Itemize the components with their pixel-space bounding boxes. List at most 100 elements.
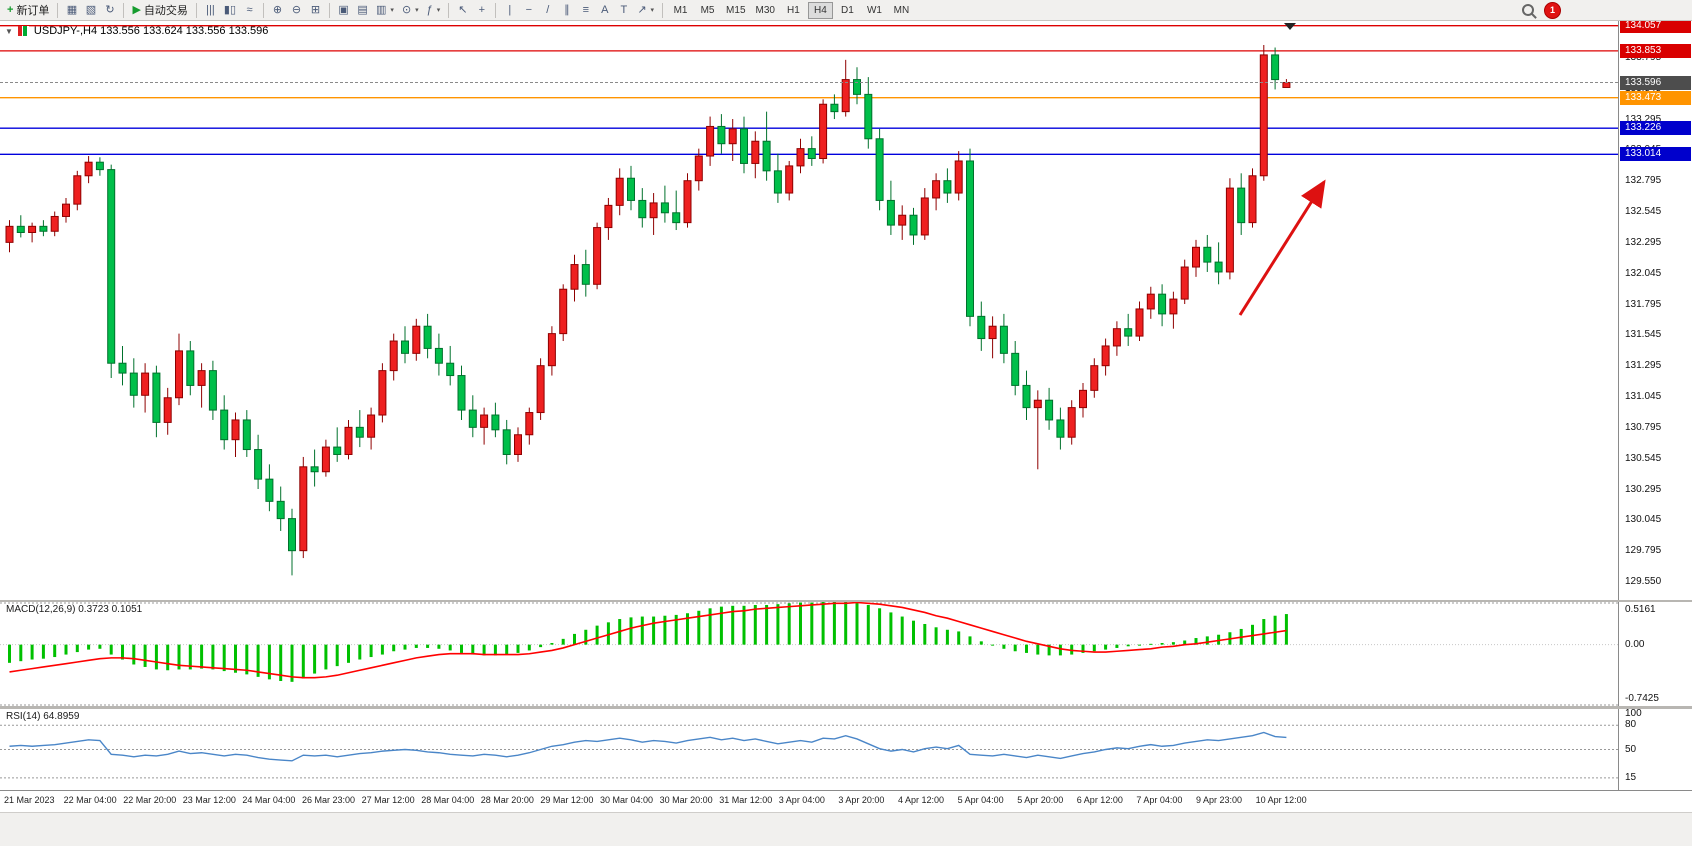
auto-trading-icon: ▶ — [132, 3, 141, 16]
timeframe-h4-button[interactable]: H4 — [807, 1, 833, 19]
horizontal-line-icon: − — [525, 3, 533, 16]
panel-separator[interactable] — [0, 600, 1692, 602]
time-label: 22 Mar 20:00 — [123, 795, 177, 805]
price-label: 132.295 — [1625, 236, 1662, 248]
toolbar-separator — [195, 2, 197, 18]
new-order-icon: + — [7, 3, 14, 16]
chart-title-text: USDJPY-,H4 133.556 133.624 133.556 133.5… — [33, 25, 269, 37]
price-label: 131.045 — [1625, 391, 1662, 403]
horizontal-line-button[interactable]: − — [519, 1, 538, 19]
line-chart-button[interactable]: ≈ — [240, 1, 259, 19]
price-badge-133.853: 133.853 — [1620, 43, 1691, 58]
time-label: 31 Mar 12:00 — [719, 795, 773, 805]
chart-icon — [17, 26, 29, 36]
candlestick-chart-icon: ▮▯ — [223, 3, 237, 16]
toolbar-separator — [448, 2, 450, 18]
chart-menu-icon[interactable]: ▼ — [5, 26, 13, 36]
time-label: 5 Apr 20:00 — [1017, 795, 1064, 805]
toolbar-buttons: + 新订单 ▦ ▧ ↻ ▶ 自动交易 ||| ▮▯ ≈ ⊕ ⊖ ⊞ ▣ ▤ ▥ ▾ ⊙ ▾ ƒ ▾ ↖ + | − / ∥ ≡ A T ↗ ▾ — [3, 1, 658, 19]
new-order-button[interactable]: + 新订单 — [3, 1, 53, 19]
price-badge-133.473: 133.473 — [1620, 90, 1691, 105]
window-bottom — [0, 812, 1692, 846]
channel-button[interactable]: ∥ — [557, 1, 576, 19]
time-label: 9 Apr 23:00 — [1196, 795, 1243, 805]
trendline-button[interactable]: / — [538, 1, 557, 19]
time-label: 3 Apr 04:00 — [778, 795, 825, 805]
time-label: 28 Mar 20:00 — [480, 795, 534, 805]
zoom-out-button[interactable]: ⊖ — [287, 1, 306, 19]
time-label: 29 Mar 12:00 — [540, 795, 594, 805]
shift-marker[interactable] — [1284, 23, 1296, 30]
toolbar-separator — [662, 2, 664, 18]
time-label: 30 Mar 04:00 — [600, 795, 654, 805]
trend-arrow[interactable] — [1238, 179, 1326, 316]
notification-badge[interactable]: 1 — [1544, 1, 1561, 19]
new-chart-button[interactable]: ▥ ▾ — [372, 1, 398, 19]
timeframe-w1-button[interactable]: W1 — [862, 2, 887, 19]
vertical-line-button[interactable]: | — [500, 1, 519, 19]
toolbar-separator — [263, 2, 265, 18]
panel-separator — [0, 790, 1692, 791]
timeframe-m15-button[interactable]: M15 — [722, 2, 749, 19]
fibonacci-button[interactable]: ≡ — [576, 1, 595, 19]
zoom-in-icon: ⊕ — [272, 3, 283, 16]
new-chart-icon: ▥ — [376, 3, 387, 16]
macd-panel[interactable]: MACD(12,26,9) 0.3723 0.1051 — [0, 602, 1618, 706]
text-icon: A — [601, 3, 609, 16]
arrows-button[interactable]: ↗ ▾ — [633, 1, 658, 19]
auto-trading-button[interactable]: ▶ 自动交易 — [128, 1, 191, 19]
search-icon[interactable] — [1522, 4, 1534, 16]
time-label: 3 Apr 20:00 — [838, 795, 885, 805]
macd-scale-label: -0.7425 — [1625, 693, 1659, 704]
cycles-button[interactable]: ⊙ ▾ — [398, 1, 423, 19]
indicators-button[interactable]: ƒ ▾ — [423, 1, 445, 19]
crosshair-button[interactable]: + — [472, 1, 491, 19]
price-label: 130.545 — [1625, 452, 1662, 464]
timeframe-h1-button[interactable]: H1 — [781, 2, 806, 19]
auto-trading-button-label: 自动交易 — [143, 5, 188, 17]
tile-windows-icon: ⊞ — [310, 3, 321, 16]
price-label: 132.795 — [1625, 175, 1662, 187]
rsi-scale-label: 100 — [1625, 708, 1642, 719]
time-axis[interactable]: 21 Mar 2023 22 Mar 04:00 22 Mar 20:00 23 Ma… — [0, 791, 1692, 812]
time-label: 27 Mar 12:00 — [361, 795, 415, 805]
panel-separator[interactable] — [0, 706, 1692, 709]
chart-title: ▼ USDJPY-,H4 133.556 133.624 133.556 133… — [5, 25, 268, 37]
price-axis[interactable]: 133.795133.545133.295133.045132.795132.5… — [1618, 18, 1692, 790]
charts-menu-button[interactable]: ▦ — [62, 1, 81, 19]
price-label: 133.295 — [1625, 113, 1662, 125]
timeframe-d1-button[interactable]: D1 — [835, 2, 860, 19]
rsi-scale-label: 15 — [1625, 771, 1637, 783]
charts-menu-icon: ▦ — [66, 3, 78, 16]
rsi-panel[interactable]: RSI(14) 64.8959 — [0, 709, 1618, 790]
time-label: 7 Apr 04:00 — [1136, 795, 1183, 805]
refresh-button[interactable]: ↻ — [100, 1, 119, 19]
new-order-button-label: 新订单 — [16, 5, 50, 17]
bar-chart-button[interactable]: ||| — [201, 1, 220, 19]
timeframe-group: M1 M5 M15 M30 H1 H4 D1 W1 MN — [667, 1, 915, 19]
rsi-line — [9, 731, 1287, 762]
timeframe-m1-button[interactable]: M1 — [668, 2, 693, 19]
price-label: 131.545 — [1625, 329, 1662, 341]
macd-histogram — [8, 602, 1288, 682]
timeframe-m5-button[interactable]: M5 — [695, 2, 720, 19]
label-button[interactable]: T — [614, 1, 633, 19]
price-badge-133.226: 133.226 — [1620, 121, 1691, 136]
time-label: 21 Mar 2023 — [4, 795, 55, 805]
candlestick-chart[interactable]: ▼ USDJPY-,H4 133.556 133.624 133.556 133… — [0, 21, 1618, 600]
bar-chart-icon: ||| — [206, 3, 215, 16]
price-label: 132.045 — [1625, 267, 1662, 279]
zoom-in-button[interactable]: ⊕ — [268, 1, 287, 19]
price-label: 130.045 — [1625, 514, 1662, 526]
zoom-out-icon: ⊖ — [291, 3, 302, 16]
timeframe-mn-button[interactable]: MN — [889, 2, 914, 19]
candlestick-chart-button[interactable]: ▮▯ — [220, 1, 240, 19]
tile-windows-button[interactable]: ⊞ — [306, 1, 325, 19]
price-label: 130.795 — [1625, 421, 1662, 433]
timeframe-m30-button[interactable]: M30 — [752, 2, 779, 19]
cursor-button[interactable]: ↖ — [453, 1, 472, 19]
auto-arrange-button[interactable]: ▣ — [334, 1, 353, 19]
profiles-button[interactable]: ▧ — [81, 1, 100, 19]
text-button[interactable]: A — [595, 1, 614, 19]
grid-button[interactable]: ▤ — [353, 1, 372, 19]
